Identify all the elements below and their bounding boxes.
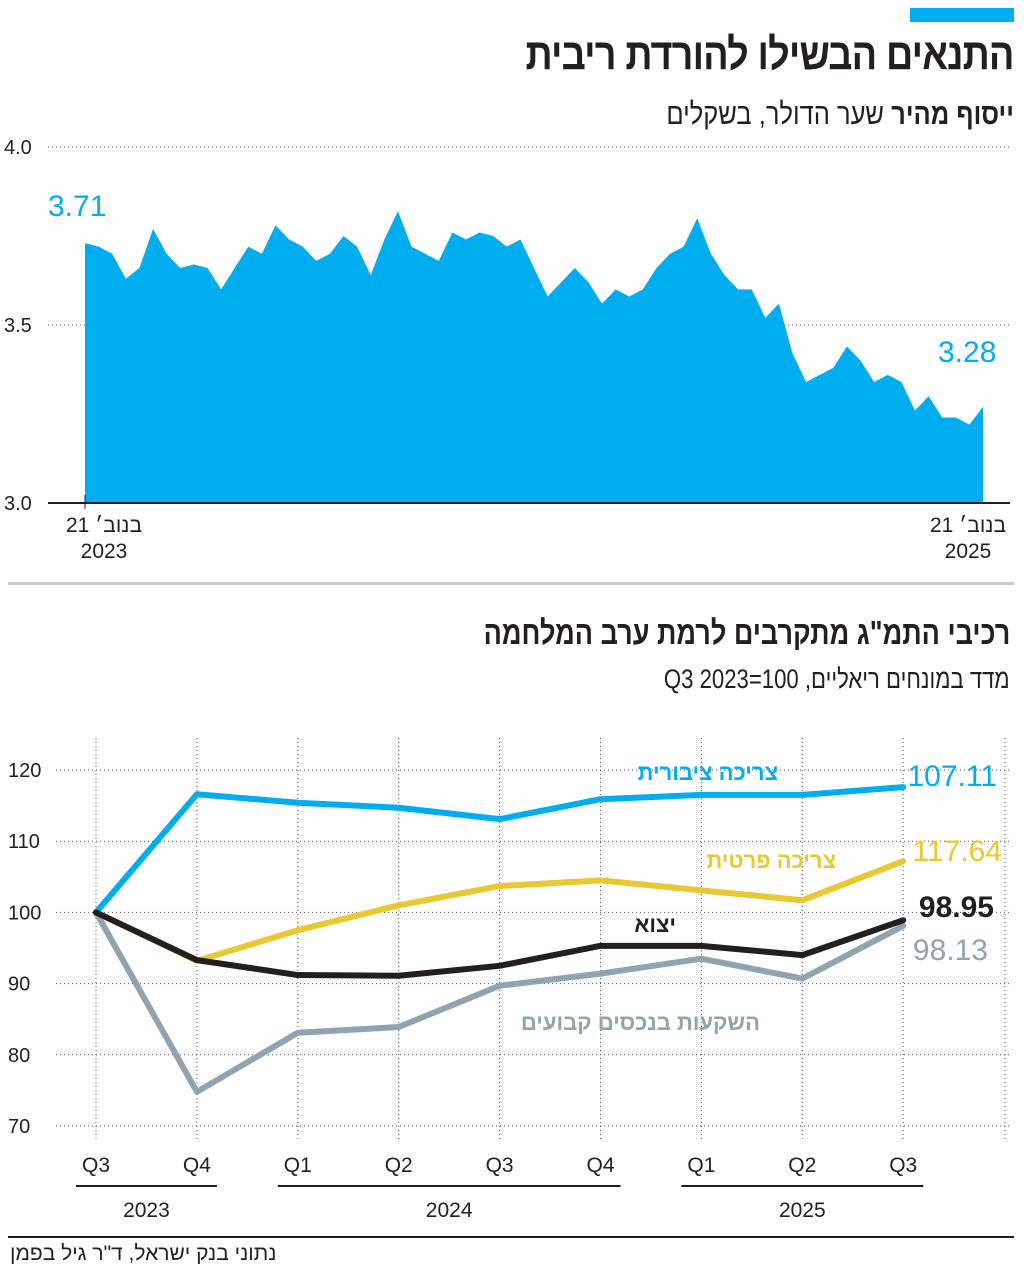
chart1-title-bold: ייסוף מהיר <box>891 98 1014 131</box>
x-tick-year: 2025 <box>945 540 992 563</box>
series-line <box>93 784 907 916</box>
y-tick-label: 3.5 <box>4 315 32 337</box>
footer-divider <box>8 1236 1014 1238</box>
series-name-label: צריכה ציבורית <box>638 760 778 785</box>
chart1-title-rest: שער הדולר, בשקלים <box>666 98 885 131</box>
y-tick-label: 70 <box>8 1116 30 1138</box>
series-name-label: צריכה פרטית <box>706 848 836 873</box>
y-tick-label: 80 <box>8 1045 30 1067</box>
series-name-label: יצוא <box>634 912 676 937</box>
x-tick-label: 21 בנוב׳ <box>930 514 1006 537</box>
series-line <box>93 909 907 979</box>
year-label: 2025 <box>779 1199 826 1222</box>
x-tick-label: Q1 <box>687 1154 715 1177</box>
series-line <box>93 858 907 964</box>
year-label: 2024 <box>426 1199 473 1222</box>
x-tick-label: 21 בנוב׳ <box>66 514 142 537</box>
x-tick-label: Q4 <box>183 1154 211 1177</box>
y-tick-label: 90 <box>8 974 30 996</box>
exchange-rate-chart: 4.0 3.5 3.0 3.71 3.28 21 בנוב׳ 2023 21 בנוב׳ 202… <box>4 137 1010 563</box>
y-tick-label: 3.0 <box>4 493 32 515</box>
start-value-label: 3.71 <box>48 190 106 223</box>
exchange-rate-area <box>85 211 983 503</box>
chart1-title: ייסוף מהיר שער הדולר, בשקלים <box>666 98 1014 132</box>
x-tick-label: Q2 <box>385 1154 413 1177</box>
gdp-components-chart: Q3 Q4 Q1 Q2 Q3 Q4 Q1 Q2 Q3 120 110 100 90 80 70 2023 202… <box>8 738 1010 1222</box>
series-end-label: 98.13 <box>913 934 988 967</box>
x-tick-label: Q3 <box>889 1154 917 1177</box>
x-tick-label: Q3 <box>82 1154 110 1177</box>
end-value-label: 3.28 <box>938 336 996 369</box>
y-tick-label: 120 <box>8 760 41 782</box>
y-tick-label: 110 <box>8 831 40 853</box>
series-end-label: 117.64 <box>912 835 1002 868</box>
accent-bar <box>910 8 1014 22</box>
x-tick-label: Q3 <box>486 1154 514 1177</box>
y-tick-label: 4.0 <box>4 137 32 159</box>
x-tick-label: Q2 <box>788 1154 816 1177</box>
series-line <box>93 909 907 1095</box>
series-end-label: 98.95 <box>919 891 994 924</box>
x-tick-label: Q4 <box>586 1154 614 1177</box>
section-divider <box>8 582 1014 585</box>
x-tick-label: Q1 <box>284 1154 312 1177</box>
chart2-subtitle: מדד במונחים ריאליים, Q3 2023=100 <box>664 664 1010 694</box>
year-label: 2023 <box>123 1199 170 1222</box>
series-name-label: השקעות בנכסים קבועים <box>521 1010 760 1035</box>
x-tick-year: 2023 <box>81 540 128 563</box>
page-title: התנאים הבשילו להורדת ריבית <box>525 30 1015 79</box>
chart2-title: רכיבי התמ"ג מתקרבים לרמת ערב המלחמה <box>483 614 1010 651</box>
source-note: נתוני בנק ישראל, ד"ר גיל בפמן <box>10 1242 277 1265</box>
y-tick-label: 100 <box>8 902 41 924</box>
series-end-label: 107.11 <box>907 760 997 793</box>
